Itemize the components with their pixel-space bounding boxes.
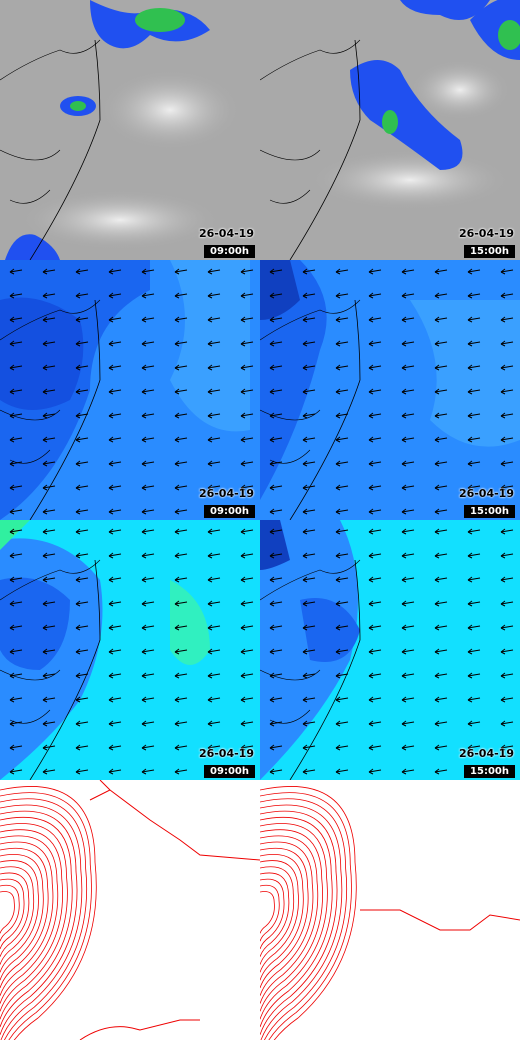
date-label: 26-04-19	[458, 227, 514, 240]
contour-line	[0, 786, 97, 1040]
contour-line	[260, 786, 357, 1040]
time-label: 09:00h	[204, 245, 255, 258]
contour-line	[260, 835, 319, 1004]
wind-panel: 26-04-19 15:00h	[260, 520, 520, 780]
time-label: 09:00h	[204, 765, 255, 778]
date-label: 26-04-19	[198, 487, 254, 500]
contour-line	[0, 884, 20, 942]
contour-panel	[260, 780, 520, 1040]
contour-line	[0, 891, 15, 934]
wind-panel: 26-04-19 15:00h	[260, 260, 520, 520]
date-label: 26-04-19	[198, 227, 254, 240]
contour-line	[0, 798, 88, 1040]
contour-panel	[0, 780, 260, 1040]
contour-line	[260, 798, 348, 1040]
time-label: 15:00h	[464, 505, 515, 518]
contour-line	[260, 866, 295, 965]
contour-line	[0, 878, 25, 950]
contour-line	[260, 816, 333, 1028]
contour-line	[260, 804, 343, 1040]
contour-line	[0, 860, 39, 973]
contour-line	[0, 816, 73, 1028]
contour-line	[0, 866, 35, 965]
contour-line	[0, 841, 54, 996]
contour-line	[260, 854, 304, 981]
contour-line	[0, 823, 68, 1020]
contour-line	[0, 804, 83, 1040]
wind-panel: 26-04-19 09:00h	[0, 260, 260, 520]
contour-line	[260, 884, 280, 942]
satellite-panel: 26-04-19 09:00h	[0, 0, 260, 260]
contour-line	[0, 792, 92, 1040]
contour-line	[260, 841, 314, 996]
contour-line	[260, 829, 323, 1012]
contour-line	[0, 810, 78, 1035]
contour-line	[260, 847, 309, 989]
contour-line	[260, 823, 328, 1020]
date-label: 26-04-19	[198, 747, 254, 760]
contour-line	[260, 860, 299, 973]
time-label: 09:00h	[204, 505, 255, 518]
contour-line	[0, 835, 59, 1004]
contour-line	[0, 854, 44, 981]
date-label: 26-04-19	[458, 747, 514, 760]
contour-line	[0, 847, 49, 989]
contour-line	[260, 810, 338, 1035]
contour-line	[260, 891, 275, 934]
contour-line	[260, 872, 290, 957]
contour-line	[260, 792, 352, 1040]
contour-line	[0, 872, 30, 957]
satellite-panel: 26-04-19 15:00h	[260, 0, 520, 260]
date-label: 26-04-19	[458, 487, 514, 500]
contour-line	[260, 878, 285, 950]
time-label: 15:00h	[464, 765, 515, 778]
wind-panel: 26-04-19 09:00h	[0, 520, 260, 780]
contour-line	[0, 829, 63, 1012]
time-label: 15:00h	[464, 245, 515, 258]
